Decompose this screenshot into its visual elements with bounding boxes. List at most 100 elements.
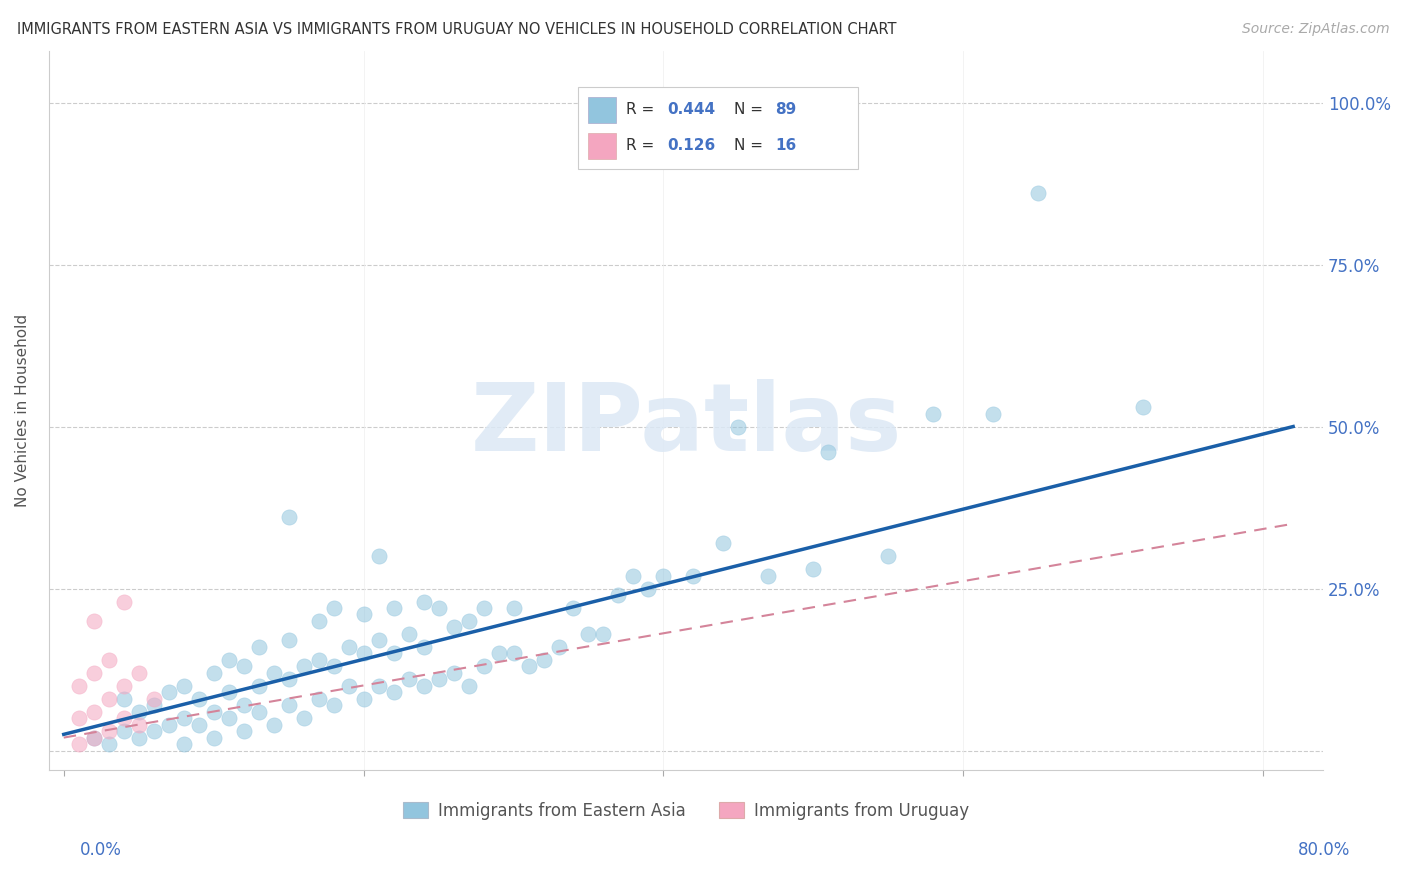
Point: [382, 646, 405, 660]
Point: [382, 685, 405, 699]
FancyBboxPatch shape: [578, 87, 858, 169]
Point: [308, 653, 330, 667]
Point: [142, 698, 165, 713]
Point: [112, 711, 135, 725]
Point: [488, 646, 510, 660]
Point: [232, 698, 254, 713]
Point: [1132, 400, 1154, 414]
Point: [277, 633, 299, 648]
Point: [457, 614, 479, 628]
Text: 89: 89: [775, 103, 796, 117]
Point: [443, 665, 465, 680]
Point: [652, 568, 675, 582]
Point: [517, 659, 540, 673]
Point: [367, 633, 389, 648]
Point: [202, 665, 225, 680]
Point: [367, 549, 389, 563]
Point: [398, 627, 420, 641]
Point: [97, 691, 120, 706]
Point: [247, 640, 270, 654]
Point: [247, 679, 270, 693]
Point: [173, 679, 195, 693]
Point: [533, 653, 555, 667]
Point: [112, 724, 135, 739]
Text: ZIPatlas: ZIPatlas: [470, 379, 901, 471]
Point: [877, 549, 900, 563]
Point: [637, 582, 659, 596]
Point: [202, 705, 225, 719]
Point: [457, 679, 479, 693]
Point: [232, 659, 254, 673]
Point: [67, 711, 90, 725]
Point: [713, 536, 735, 550]
Point: [83, 731, 105, 745]
Point: [758, 568, 780, 582]
Point: [173, 711, 195, 725]
Point: [322, 601, 344, 615]
Point: [187, 717, 209, 731]
Point: [472, 659, 495, 673]
Point: [292, 659, 315, 673]
Point: [83, 705, 105, 719]
Point: [623, 568, 645, 582]
Point: [218, 711, 240, 725]
Point: [562, 601, 585, 615]
Point: [412, 679, 434, 693]
Point: [202, 731, 225, 745]
Point: [277, 673, 299, 687]
Point: [277, 698, 299, 713]
Point: [427, 673, 450, 687]
Point: [187, 691, 209, 706]
Legend: Immigrants from Eastern Asia, Immigrants from Uruguay: Immigrants from Eastern Asia, Immigrants…: [396, 795, 976, 826]
Text: 80.0%: 80.0%: [1298, 840, 1351, 858]
Point: [398, 673, 420, 687]
Point: [97, 737, 120, 751]
Point: [607, 588, 630, 602]
Point: [803, 562, 825, 576]
Point: [727, 419, 749, 434]
Point: [592, 627, 614, 641]
Point: [322, 659, 344, 673]
Point: [128, 731, 150, 745]
Point: [922, 407, 945, 421]
Point: [817, 445, 839, 459]
Point: [308, 614, 330, 628]
Point: [547, 640, 569, 654]
Point: [682, 568, 704, 582]
Point: [337, 679, 360, 693]
Text: 0.0%: 0.0%: [80, 840, 122, 858]
Point: [128, 665, 150, 680]
Text: N =: N =: [734, 138, 768, 153]
Point: [981, 407, 1004, 421]
FancyBboxPatch shape: [588, 134, 616, 159]
Point: [308, 691, 330, 706]
Point: [97, 724, 120, 739]
Point: [427, 601, 450, 615]
Point: [142, 691, 165, 706]
Point: [173, 737, 195, 751]
Text: 0.444: 0.444: [666, 103, 716, 117]
Text: 16: 16: [775, 138, 796, 153]
Point: [67, 679, 90, 693]
Text: N =: N =: [734, 103, 768, 117]
Point: [142, 724, 165, 739]
Point: [353, 691, 375, 706]
Point: [277, 510, 299, 524]
Point: [218, 653, 240, 667]
Point: [157, 685, 180, 699]
Point: [157, 717, 180, 731]
Point: [112, 594, 135, 608]
Point: [128, 705, 150, 719]
Point: [263, 717, 285, 731]
Point: [218, 685, 240, 699]
Text: R =: R =: [626, 103, 659, 117]
Text: 0.126: 0.126: [666, 138, 716, 153]
Point: [83, 665, 105, 680]
Text: Source: ZipAtlas.com: Source: ZipAtlas.com: [1241, 22, 1389, 37]
Point: [578, 627, 600, 641]
Point: [412, 594, 434, 608]
Point: [353, 646, 375, 660]
Point: [263, 665, 285, 680]
Point: [502, 601, 524, 615]
Point: [382, 601, 405, 615]
